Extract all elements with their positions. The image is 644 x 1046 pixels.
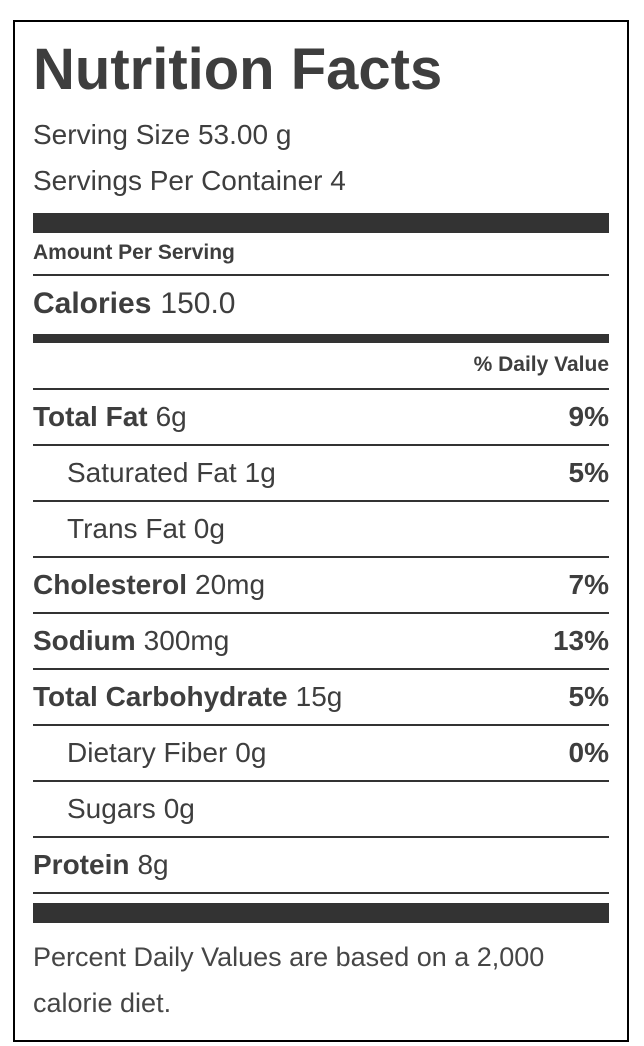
nutrient-row-trans-fat: Trans Fat 0g xyxy=(33,502,609,558)
section-divider-bar-bottom xyxy=(33,902,609,923)
nutrient-amount: 1g xyxy=(244,456,276,488)
nutrient-row-total-carbohydrate: Total Carbohydrate 15g 5% xyxy=(33,670,609,726)
calories-divider-bar xyxy=(33,333,609,343)
nutrient-amount: 15g xyxy=(295,680,343,712)
nutrient-row-saturated-fat: Saturated Fat 1g 5% xyxy=(33,446,609,502)
calories-row: Calories 150.0 xyxy=(33,276,609,334)
nutrient-name: Total Carbohydrate xyxy=(33,680,288,712)
calories-value: 150.0 xyxy=(160,286,236,320)
nutrient-name: Protein xyxy=(33,848,130,880)
label-title: Nutrition Facts xyxy=(33,37,443,102)
serving-size-text: Serving Size 53.00 g xyxy=(33,118,292,150)
nutrient-row-cholesterol: Cholesterol 20mg 7% xyxy=(33,558,609,614)
nutrient-name: Dietary Fiber xyxy=(67,736,228,768)
nutrient-row-total-fat: Total Fat 6g 9% xyxy=(33,390,609,446)
nutrient-name: Saturated Fat xyxy=(67,456,237,488)
daily-value-footnote: Percent Daily Values are based on a 2,00… xyxy=(33,941,545,1018)
nutrient-row-dietary-fiber: Dietary Fiber 0g 0% xyxy=(33,726,609,782)
amount-per-serving-heading: Amount Per Serving xyxy=(33,233,609,276)
servings-per-container-text: Servings Per Container 4 xyxy=(33,164,346,196)
nutrient-amount: 300mg xyxy=(143,624,230,656)
nutrient-daily-value: 13% xyxy=(552,624,609,656)
nutrient-amount: 20mg xyxy=(195,568,266,600)
nutrient-daily-value: 9% xyxy=(568,400,609,432)
nutrient-amount: 8g xyxy=(137,848,169,880)
nutrient-daily-value: 5% xyxy=(568,680,609,712)
nutrition-facts-label: Nutrition Facts Serving Size 53.00 g Ser… xyxy=(13,20,629,1042)
nutrient-daily-value: 7% xyxy=(568,568,609,600)
nutrient-name: Sugars xyxy=(67,792,156,824)
nutrient-row-protein: Protein 8g xyxy=(33,838,609,894)
nutrient-row-sugars: Sugars 0g xyxy=(33,782,609,838)
section-divider-bar-top xyxy=(33,212,609,233)
nutrient-amount: 0g xyxy=(193,512,225,544)
nutrient-amount: 0g xyxy=(163,792,195,824)
nutrient-amount: 6g xyxy=(155,400,187,432)
nutrient-name: Cholesterol xyxy=(33,568,188,600)
daily-value-header: % Daily Value xyxy=(33,343,609,390)
nutrient-name: Total Fat xyxy=(33,400,148,432)
nutrient-name: Trans Fat xyxy=(67,512,186,544)
nutrient-amount: 0g xyxy=(235,736,267,768)
nutrient-name: Sodium xyxy=(33,624,136,656)
nutrient-daily-value: 0% xyxy=(568,736,609,768)
nutrient-daily-value: 5% xyxy=(568,456,609,488)
calories-label: Calories xyxy=(33,286,152,320)
nutrient-row-sodium: Sodium 300mg 13% xyxy=(33,614,609,670)
